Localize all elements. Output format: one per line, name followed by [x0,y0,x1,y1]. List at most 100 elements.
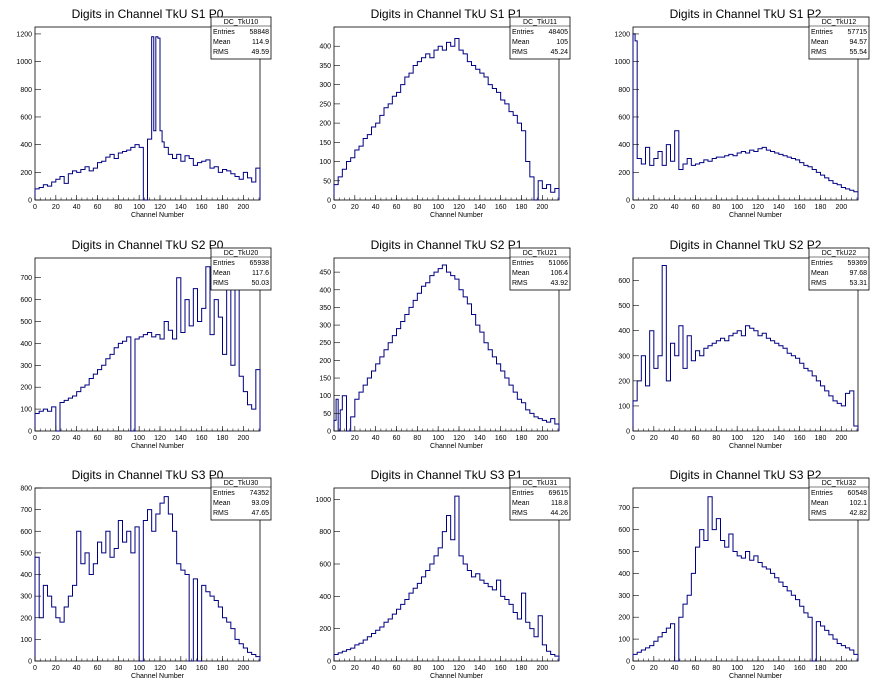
x-tick-label: 40 [372,665,380,672]
x-tick-label: 40 [372,204,380,211]
y-tick-label: 250 [319,340,331,347]
stats-value-rms: 43.92 [550,280,568,287]
y-tick-label: 0 [28,198,32,205]
x-tick-label: 60 [94,435,102,442]
stats-label: RMS [811,280,827,287]
x-tick-label: 160 [794,665,806,672]
y-tick-label: 200 [618,615,630,622]
x-tick-label: 0 [332,665,336,672]
x-tick-label: 20 [650,435,658,442]
x-axis-label: Channel Number [131,212,185,219]
x-tick-label: 180 [217,204,229,211]
y-tick-label: 300 [319,82,331,89]
x-tick-label: 80 [413,665,421,672]
histogram-panel: Digits in Channel TkU S1 P0 0 20 40 60 80 100 1… [16,7,272,219]
stats-value-entries: 69615 [549,490,569,497]
stats-frame [808,247,870,291]
x-tick-label: 180 [815,204,827,211]
stats-value-rms: 42.82 [849,510,867,517]
histogram-panel: Digits in Channel TkU S1 P1 0 20 40 60 80 100 1… [319,7,571,219]
y-tick-label: 500 [618,303,630,310]
x-tick-label: 40 [73,204,81,211]
stats-value-mean: 102.1 [849,500,867,507]
stats-label: Entries [213,490,235,497]
stats-name: DC_TkU32 [822,480,857,487]
x-tick-label: 0 [33,435,37,442]
histogram-line [34,496,261,662]
y-tick-label: 100 [20,407,32,414]
stats-value-mean: 105 [556,39,568,46]
histogram-panel: Digits in Channel TkU S3 P1 0 20 40 60 80 100 1… [315,468,571,680]
y-tick-label: 600 [319,561,331,568]
x-tick-label: 100 [432,665,444,672]
x-tick-label: 60 [393,665,401,672]
y-tick-label: 1200 [16,31,32,38]
stats-label: Mean [512,270,530,277]
x-tick-label: 120 [154,204,166,211]
histogram-line [632,265,859,431]
panel-title: Digits in Channel TkU S1 P0 [72,7,224,21]
panel-title: Digits in Channel TkU S2 P0 [72,238,224,252]
x-tick-label: 20 [351,204,359,211]
stats-label: Mean [213,270,231,277]
x-tick-label: 100 [432,435,444,442]
y-tick-label: 100 [618,637,630,644]
y-tick-label: 400 [319,594,331,601]
x-tick-label: 40 [671,204,679,211]
y-tick-label: 350 [319,305,331,312]
histogram-line [632,496,859,662]
x-tick-label: 180 [217,435,229,442]
y-tick-label: 800 [20,87,32,94]
x-tick-label: 180 [516,435,528,442]
x-tick-label: 0 [631,665,635,672]
x-tick-label: 100 [133,665,145,672]
stats-value-rms: 49.59 [251,49,269,56]
y-tick-label: 200 [618,378,630,385]
x-tick-label: 140 [175,204,187,211]
stats-label: RMS [811,49,827,56]
stats-value-mean: 93.09 [251,500,269,507]
x-axis-label: Channel Number [131,673,185,680]
y-tick-label: 200 [319,358,331,365]
plot-frame [632,257,859,432]
y-tick-label: 200 [618,170,630,177]
x-axis-label: Channel Number [131,443,185,450]
stats-label: Entries [811,260,833,267]
y-tick-label: 300 [319,323,331,330]
x-tick-label: 20 [52,435,60,442]
x-tick-label: 0 [33,665,37,672]
stats-label: RMS [213,49,229,56]
x-tick-label: 100 [731,665,743,672]
x-tick-label: 180 [815,665,827,672]
histogram-panel: Digits in Channel TkU S3 P2 0 20 40 60 80 100 1… [618,468,870,680]
x-tick-label: 0 [631,435,635,442]
x-axis-label: Channel Number [430,673,484,680]
x-tick-label: 20 [52,204,60,211]
stats-label: Mean [512,39,530,46]
x-tick-label: 140 [773,435,785,442]
y-tick-label: 350 [319,63,331,70]
y-tick-label: 200 [20,385,32,392]
stats-frame [210,477,272,521]
x-tick-label: 20 [351,665,359,672]
x-axis-label: Channel Number [430,443,484,450]
x-tick-label: 120 [154,435,166,442]
stats-box: DC_TkU31 Entries 69615 Mean 118.8 RMS 44.26 [509,477,571,521]
x-tick-label: 140 [474,435,486,442]
stats-box: DC_TkU10 Entries 58848 Mean 114.9 RMS 49.59 [210,16,272,60]
stats-name: DC_TkU12 [822,19,857,26]
histogram-line [632,33,859,200]
plot-frame [333,487,560,662]
histogram-panel: Digits in Channel TkU S3 P0 0 20 40 60 80 100 1… [20,468,272,680]
x-tick-label: 0 [33,204,37,211]
x-tick-label: 200 [237,204,249,211]
stats-frame [509,477,571,521]
stats-value-mean: 94.57 [849,39,867,46]
x-tick-label: 60 [94,204,102,211]
plot-frame [333,257,560,432]
x-tick-label: 100 [432,204,444,211]
x-tick-label: 180 [815,435,827,442]
y-tick-label: 0 [28,429,32,436]
y-tick-label: 0 [327,198,331,205]
